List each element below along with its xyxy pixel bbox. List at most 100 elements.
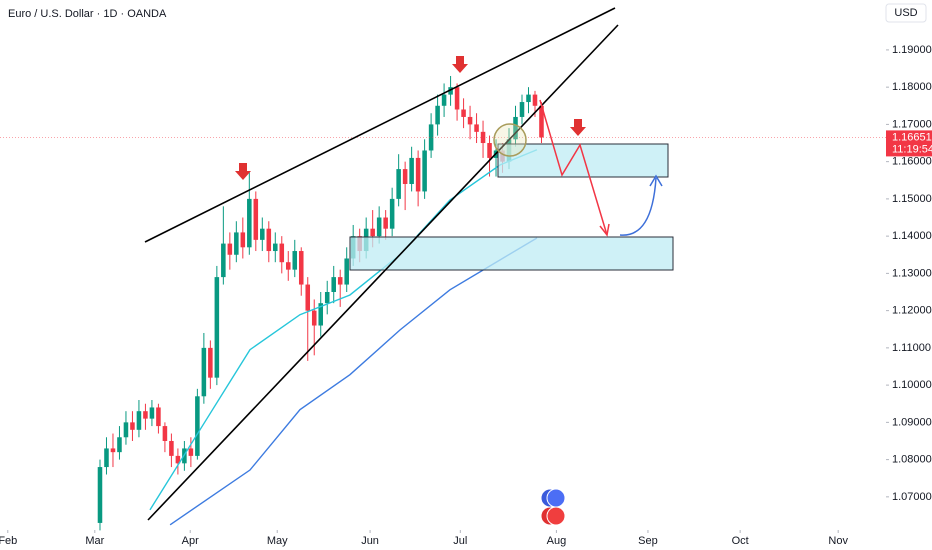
x-tick-label: Nov (828, 535, 848, 547)
candle-body (273, 243, 278, 252)
last-price-label: 1.16651 (892, 131, 932, 143)
projection-path (539, 99, 608, 236)
candle-body (279, 243, 285, 263)
candle-body (467, 116, 473, 125)
candle-body (383, 217, 388, 229)
candle-body (305, 284, 311, 311)
x-tick-label: Apr (182, 535, 199, 547)
candle-body (441, 94, 447, 106)
y-tick-label: 1.14000 (892, 230, 932, 242)
y-tick-label: 1.08000 (892, 454, 932, 466)
candle-body (117, 437, 122, 453)
candle-body (143, 411, 148, 419)
candle-body (156, 407, 161, 427)
drawings (144, 7, 674, 526)
candle-body (331, 277, 336, 293)
countdown-label: 11:19:54 (892, 143, 932, 155)
y-tick-label: 1.10000 (892, 379, 932, 391)
candle-body (376, 217, 382, 237)
candle-body (240, 232, 246, 248)
currency-box[interactable] (885, 3, 927, 23)
candle-body (285, 262, 291, 270)
candle-body (344, 258, 349, 285)
event-icon[interactable] (546, 506, 566, 526)
candle-body (169, 440, 174, 456)
event-icon[interactable] (546, 488, 566, 508)
x-tick-label: Mar (85, 535, 104, 547)
candle-body (214, 277, 220, 378)
candle-body (370, 228, 375, 237)
candle-body (227, 243, 233, 255)
candle-body (292, 251, 298, 270)
moving-average (149, 149, 538, 511)
supply-zone (497, 143, 669, 178)
down-marker (452, 56, 468, 73)
candle-body (487, 143, 492, 158)
candle-body (318, 303, 324, 326)
candle-body (136, 411, 142, 430)
lower-trendline (147, 24, 619, 521)
candle-body (474, 124, 479, 132)
rebound-path (619, 177, 657, 236)
candle-body (298, 251, 304, 285)
candle-body (448, 87, 453, 95)
y-tick-label: 1.07000 (892, 491, 932, 503)
candle-body (461, 109, 466, 117)
candle-body (402, 169, 408, 184)
y-tick-label: 1.11000 (892, 342, 931, 354)
candle-body (435, 105, 440, 125)
candle-body (519, 102, 525, 117)
x-tick-label: Sep (638, 535, 658, 547)
candle-body (324, 292, 330, 304)
candle-body (513, 116, 518, 140)
candle-body (539, 105, 544, 138)
highlight-circle (493, 123, 527, 157)
candle-body (162, 426, 168, 441)
x-tick-label: Jun (361, 535, 379, 547)
candle-body (415, 157, 421, 192)
candle-body (311, 310, 317, 326)
candle-body (266, 228, 272, 252)
candle-body (130, 422, 135, 430)
candle-body (104, 448, 109, 468)
upper-trendline (144, 7, 616, 243)
candle-body (97, 467, 103, 523)
candle-body (110, 448, 116, 453)
down-marker (570, 119, 586, 136)
currency-label: USD (894, 7, 917, 19)
y-tick-label: 1.09000 (892, 416, 932, 428)
y-tick-label: 1.17000 (892, 118, 932, 130)
x-tick-label: Jul (453, 535, 467, 547)
candle-body (409, 157, 414, 184)
demand-zone (349, 236, 674, 271)
down-marker (235, 163, 251, 180)
plot-area (0, 75, 886, 531)
candle-body (221, 243, 226, 278)
y-tick-label: 1.19000 (892, 44, 932, 56)
candle-body (175, 455, 181, 464)
candle-body (428, 124, 434, 151)
candle-body (396, 169, 401, 199)
y-tick-label: 1.18000 (892, 81, 932, 93)
candle-body (532, 94, 538, 106)
candle-body (201, 347, 207, 397)
candle-body (526, 94, 531, 103)
axes: USD 1.19000 1.18000 1.17000 1.16000 1.15000 1… (0, 3, 932, 547)
x-tick-label: Feb (0, 535, 17, 547)
candle-body (234, 232, 239, 255)
y-tick-label: 1.16000 (892, 156, 932, 168)
last-price-tag (886, 130, 932, 157)
candle-body (188, 448, 194, 456)
candle-body (260, 228, 265, 240)
candle-body (195, 396, 200, 456)
x-tick-label: Aug (547, 535, 567, 547)
y-tick-label: 1.15000 (892, 193, 932, 205)
x-tick-label: Oct (732, 535, 749, 547)
candle-body (337, 277, 343, 285)
y-tick-label: 1.12000 (892, 305, 932, 317)
candle-body (208, 347, 213, 378)
candle-body (253, 198, 259, 240)
chart-title: Euro / U.S. Dollar · 1D · OANDA (8, 8, 167, 20)
candle-body (422, 150, 427, 192)
